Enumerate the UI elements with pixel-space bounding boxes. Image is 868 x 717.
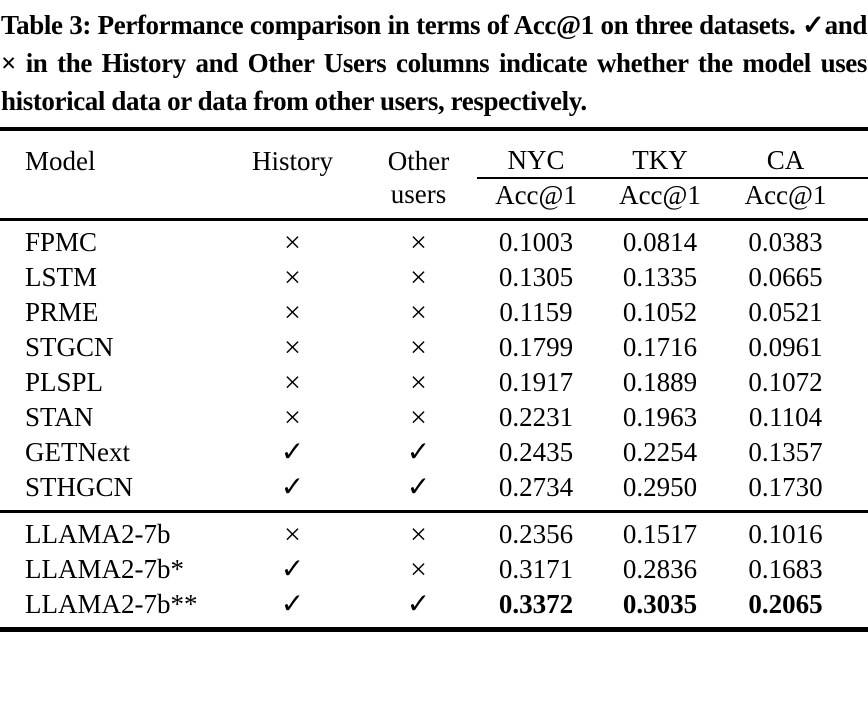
other-users-flag-cell: × xyxy=(410,401,427,434)
column-header-other-line2: users xyxy=(360,178,477,221)
model-name-cell: FPMC xyxy=(25,227,98,257)
nyc-acc-cell: 0.3171 xyxy=(498,554,574,584)
ca-acc-cell: 0.0665 xyxy=(748,262,823,292)
table-body: FPMC × × 0.1003 0.0814 0.0383 LSTM × × 0… xyxy=(0,220,868,630)
history-flag-cell: ✓ xyxy=(280,589,305,620)
other-users-flag-cell: × xyxy=(410,366,427,399)
model-name-cell: LLAMA2-7b xyxy=(0,510,225,552)
model-name-cell: LLAMA2-7b** xyxy=(25,589,198,619)
table-row: PRME × × 0.1159 0.1052 0.0521 xyxy=(0,295,868,330)
other-users-flag-cell: × xyxy=(410,553,427,586)
other-users-flag-cell: ✓ xyxy=(406,589,431,620)
model-name-cell: LLAMA2-7b* xyxy=(25,554,184,584)
ca-acc-cell: 0.0383 xyxy=(748,227,823,257)
header-row-2: users Acc@1 Acc@1 Acc@1 xyxy=(0,178,868,221)
ca-acc-cell: 0.1104 xyxy=(748,402,823,432)
metric-header-tky: Acc@1 xyxy=(595,178,725,221)
nyc-acc-cell: 0.2231 xyxy=(498,402,574,432)
ca-acc-cell: 0.1730 xyxy=(748,472,823,502)
table-row: STHGCN ✓ ✓ 0.2734 0.2950 0.1730 xyxy=(0,470,868,512)
empty-header-cell xyxy=(0,178,225,221)
header-row-1: Model History Other NYC TKY CA xyxy=(0,129,868,179)
tky-acc-cell: 0.1889 xyxy=(622,367,698,397)
tky-acc-cell: 0.1052 xyxy=(622,297,698,327)
ca-acc-cell: 0.0521 xyxy=(748,297,823,327)
tky-acc-cell: 0.2950 xyxy=(622,472,698,502)
other-users-flag-cell: ✓ xyxy=(406,472,431,503)
table-header: Model History Other NYC TKY CA users Acc… xyxy=(0,129,868,221)
table-row: LLAMA2-7b** ✓ ✓ 0.3372 0.3035 0.2065 xyxy=(0,587,868,630)
results-table: Model History Other NYC TKY CA users Acc… xyxy=(0,127,868,632)
ca-acc-cell: 0.1683 xyxy=(748,554,823,584)
history-flag-cell: ✓ xyxy=(280,554,305,585)
other-users-flag-cell: × xyxy=(410,226,427,259)
table-row: STAN × × 0.2231 0.1963 0.1104 xyxy=(0,400,868,435)
nyc-acc-cell: 0.1799 xyxy=(498,332,574,362)
nyc-acc-cell: 0.1305 xyxy=(498,262,574,292)
nyc-acc-cell: 0.2734 xyxy=(498,472,574,502)
table-row: GETNext ✓ ✓ 0.2435 0.2254 0.1357 xyxy=(0,435,868,470)
tky-acc-cell: 0.2836 xyxy=(622,554,698,584)
table-row: LSTM × × 0.1305 0.1335 0.0665 xyxy=(0,260,868,295)
ca-acc-cell: 0.2065 xyxy=(748,589,823,619)
tky-acc-cell: 0.0814 xyxy=(622,227,698,257)
other-users-flag-cell: ✓ xyxy=(406,437,431,468)
nyc-acc-cell: 0.1003 xyxy=(498,227,574,257)
column-header-other-line1: Other xyxy=(387,146,450,176)
history-flag-cell: × xyxy=(284,296,301,329)
column-header-ca: CA xyxy=(725,129,868,179)
column-header-model: Model xyxy=(25,146,96,176)
other-users-flag-cell: × xyxy=(410,331,427,364)
tky-acc-cell: 0.3035 xyxy=(622,589,698,619)
metric-header-nyc: Acc@1 xyxy=(477,178,595,221)
ca-acc-cell: 0.1357 xyxy=(748,437,823,467)
ca-acc-cell: 0.1072 xyxy=(748,367,823,397)
history-flag-cell: ✓ xyxy=(280,437,305,468)
table-row: PLSPL × × 0.1917 0.1889 0.1072 xyxy=(0,365,868,400)
other-users-flag-cell: × xyxy=(410,296,427,329)
ca-acc-cell: 0.1016 xyxy=(725,510,868,552)
table-row: STGCN × × 0.1799 0.1716 0.0961 xyxy=(0,330,868,365)
metric-header-ca: Acc@1 xyxy=(725,178,868,221)
nyc-acc-cell: 0.3372 xyxy=(498,589,574,619)
nyc-acc-cell: 0.2356 xyxy=(477,510,595,552)
history-flag-cell: × xyxy=(284,261,301,294)
model-name-cell: STHGCN xyxy=(25,472,134,502)
history-flag-cell: × xyxy=(284,226,301,259)
other-users-flag-cell: × xyxy=(410,261,427,294)
paper-page: Table 3: Performance comparison in terms… xyxy=(0,10,868,632)
history-flag-cell: × xyxy=(225,510,360,552)
table-row: FPMC × × 0.1003 0.0814 0.0383 xyxy=(0,220,868,261)
empty-header-cell xyxy=(225,178,360,221)
history-flag-cell: × xyxy=(284,331,301,364)
column-header-history: History xyxy=(252,146,333,176)
tky-acc-cell: 0.1963 xyxy=(622,402,698,432)
nyc-acc-cell: 0.1917 xyxy=(498,367,574,397)
model-name-cell: GETNext xyxy=(25,437,130,467)
table-row: LLAMA2-7b* ✓ × 0.3171 0.2836 0.1683 xyxy=(0,552,868,587)
tky-acc-cell: 0.1335 xyxy=(622,262,698,292)
table-row: LLAMA2-7b × × 0.2356 0.1517 0.1016 xyxy=(0,510,868,552)
history-flag-cell: ✓ xyxy=(280,472,305,503)
tky-acc-cell: 0.1517 xyxy=(595,510,725,552)
column-header-tky: TKY xyxy=(595,129,725,179)
model-name-cell: STAN xyxy=(25,402,94,432)
history-flag-cell: × xyxy=(284,366,301,399)
other-users-flag-cell: × xyxy=(360,510,477,552)
model-name-cell: PRME xyxy=(25,297,99,327)
model-name-cell: PLSPL xyxy=(25,367,104,397)
table-caption: Table 3: Performance comparison in terms… xyxy=(1,10,867,116)
model-name-cell: STGCN xyxy=(25,332,114,362)
history-flag-cell: × xyxy=(284,401,301,434)
nyc-acc-cell: 0.1159 xyxy=(499,297,573,327)
model-name-cell: LSTM xyxy=(25,262,98,292)
column-header-nyc: NYC xyxy=(477,129,595,179)
nyc-acc-cell: 0.2435 xyxy=(498,437,574,467)
ca-acc-cell: 0.0961 xyxy=(748,332,823,362)
tky-acc-cell: 0.1716 xyxy=(622,332,698,362)
tky-acc-cell: 0.2254 xyxy=(622,437,698,467)
